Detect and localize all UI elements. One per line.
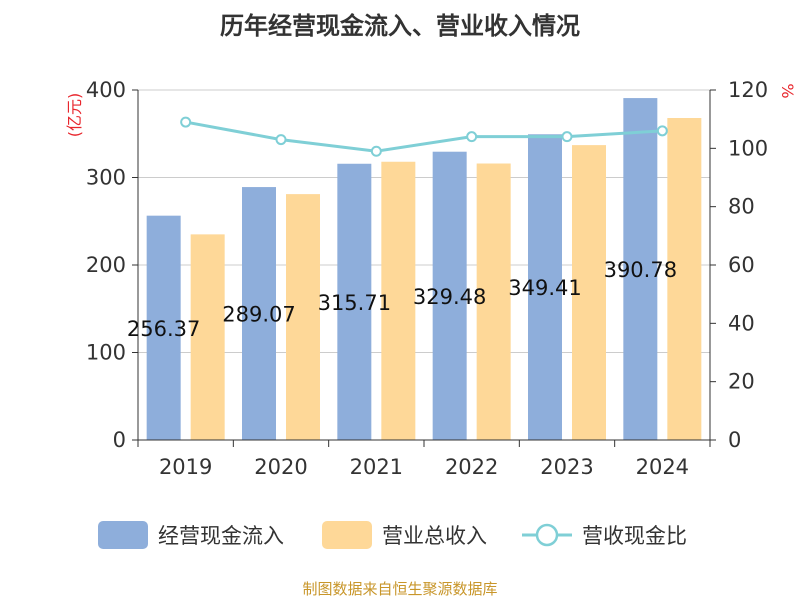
legend-swatch-revenue <box>322 521 372 549</box>
right-tick-label: 20 <box>728 370 755 394</box>
bar-revenue <box>381 161 416 440</box>
legend-label-cash-inflow: 经营现金流入 <box>158 524 284 548</box>
bar-value-label: 256.37 <box>127 317 200 341</box>
bar-value-label: 289.07 <box>222 303 295 327</box>
left-tick-label: 0 <box>113 428 126 452</box>
bar-revenue <box>572 145 606 440</box>
right-tick-label: 60 <box>728 253 755 277</box>
right-axis-unit: % <box>778 83 797 98</box>
bar-cash-inflow <box>623 98 658 440</box>
line-layer <box>180 116 668 157</box>
bar-value-label: 390.78 <box>604 258 677 282</box>
legend-layer: 经营现金流入 营业总收入 营收现金比 <box>98 521 687 549</box>
right-tick-label: 80 <box>728 195 755 219</box>
left-axis-unit: (亿元) <box>65 93 84 138</box>
left-tick-label: 100 <box>86 341 126 365</box>
bar-cash-inflow <box>528 134 562 441</box>
bar-cash-inflow <box>146 215 181 440</box>
right-tick-label: 40 <box>728 311 755 335</box>
bar-value-label: 349.41 <box>508 276 581 300</box>
chart-title: 历年经营现金流入、营业收入情况 <box>220 12 580 40</box>
labels-layer: 256.37 289.07 315.71 329.48 349.41 390.78 <box>127 258 677 341</box>
x-tick-label: 2019 <box>159 455 212 479</box>
bar-revenue <box>476 163 511 440</box>
legend-label-ratio: 营收现金比 <box>582 524 687 548</box>
x-tick-label: 2020 <box>254 455 307 479</box>
ratio-point <box>561 131 573 143</box>
axes-layer: 0 100 200 300 400 0 20 40 60 80 100 120 2019 2020 2021… <box>65 78 797 479</box>
ratio-line <box>185 120 663 153</box>
bar-cash-inflow <box>432 151 467 440</box>
right-tick-label: 0 <box>728 428 741 452</box>
bar-value-label: 329.48 <box>413 285 486 309</box>
bar-revenue <box>286 194 320 440</box>
x-tick-label: 2023 <box>540 455 593 479</box>
bar-revenue <box>190 234 225 440</box>
ratio-point <box>466 131 478 143</box>
bar-value-label: 315.71 <box>318 291 391 315</box>
x-tick-label: 2022 <box>445 455 498 479</box>
x-tick-label: 2024 <box>636 455 689 479</box>
right-tick-label: 120 <box>728 78 768 102</box>
bars-layer <box>146 98 702 441</box>
bar-revenue <box>667 118 702 440</box>
legend-label-revenue: 营业总收入 <box>382 524 487 548</box>
ratio-point <box>275 134 287 146</box>
left-tick-label: 400 <box>86 78 126 102</box>
right-tick-label: 100 <box>728 136 768 160</box>
bar-cash-inflow <box>337 163 372 440</box>
legend-swatch-cash-inflow <box>98 521 148 549</box>
ratio-point <box>180 116 192 128</box>
source-note: 制图数据来自恒生聚源数据库 <box>302 580 498 598</box>
x-tick-label: 2021 <box>350 455 403 479</box>
left-tick-label: 300 <box>86 166 126 190</box>
ratio-point <box>656 125 668 137</box>
ratio-point <box>370 145 382 157</box>
bar-cash-inflow <box>242 187 276 440</box>
left-tick-label: 200 <box>86 253 126 277</box>
legend-marker-ratio <box>535 523 559 547</box>
